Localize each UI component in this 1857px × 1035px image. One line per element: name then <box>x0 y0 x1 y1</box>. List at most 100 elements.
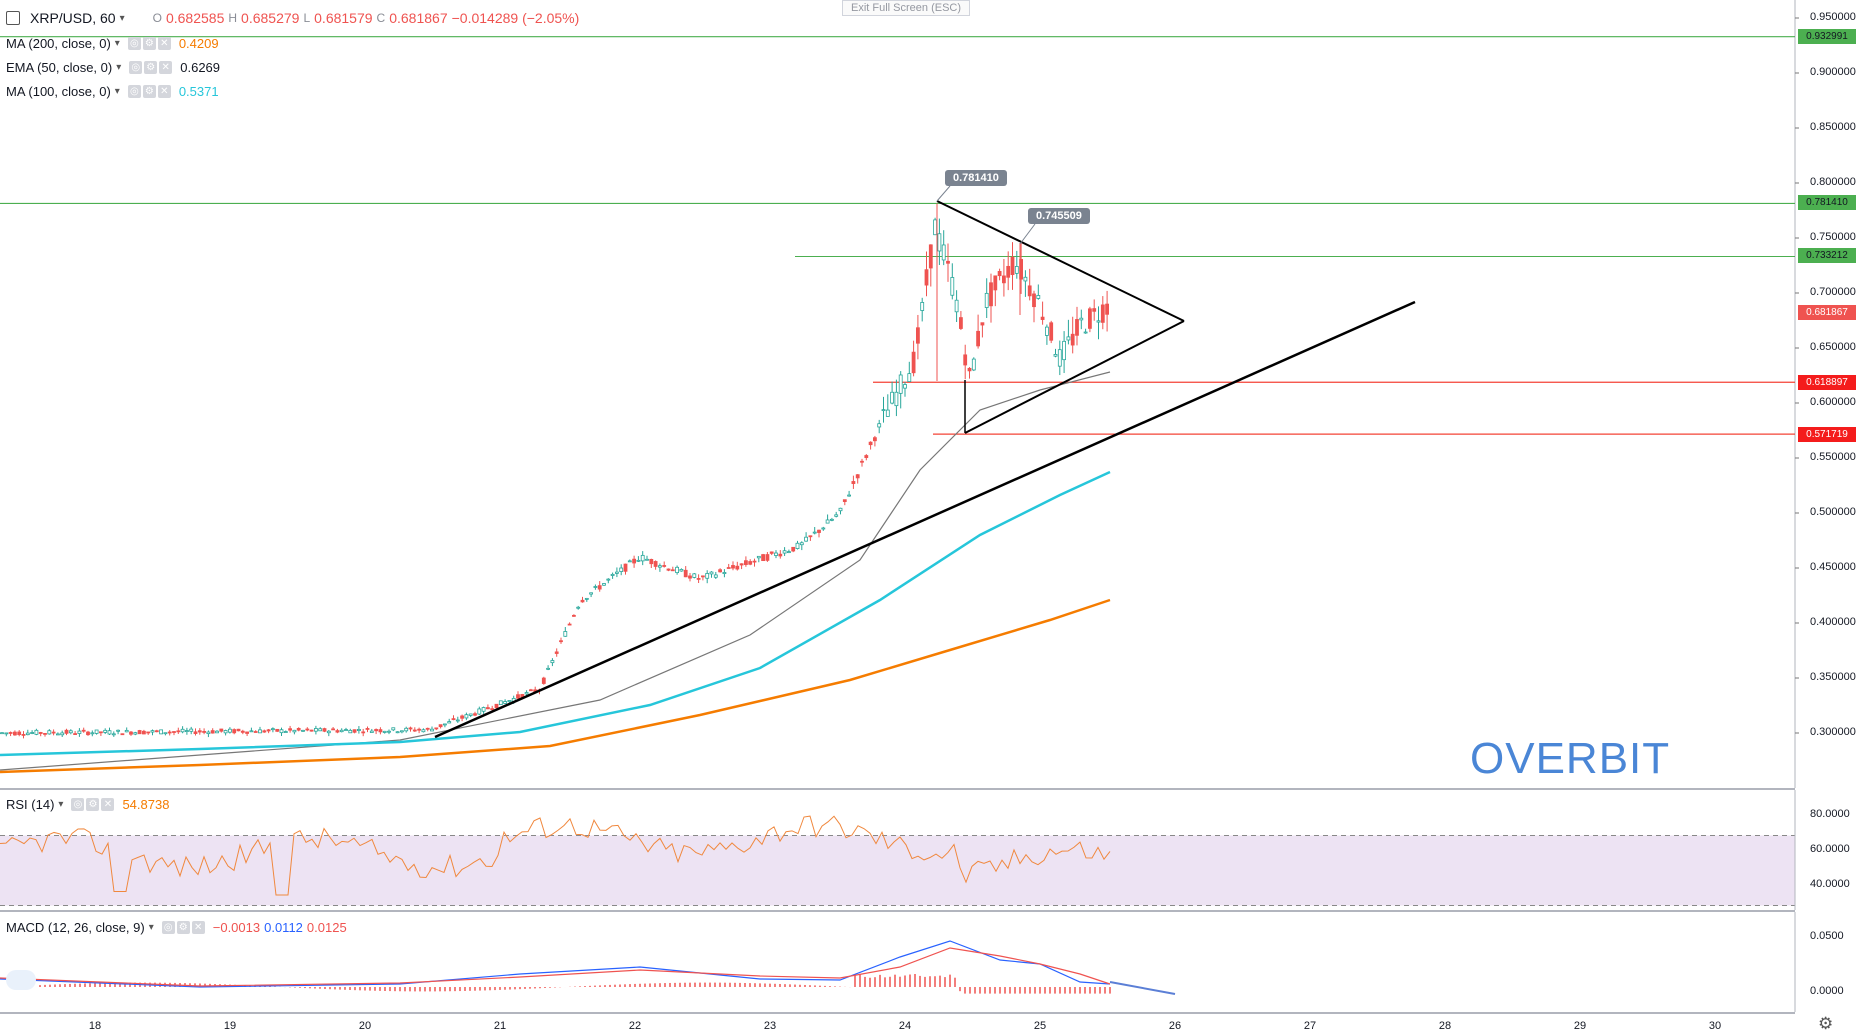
close-icon[interactable]: ✕ <box>159 61 173 74</box>
candle-body <box>240 730 245 733</box>
indicator-buttons[interactable]: ◎ ⚙ ✕ <box>127 85 171 98</box>
candle-body <box>731 565 735 569</box>
chevron-down-icon[interactable]: ▾ <box>116 62 122 73</box>
candle-body <box>718 569 722 573</box>
eye-icon[interactable]: ◎ <box>127 37 141 50</box>
indicator-buttons[interactable]: ◎ ⚙ ✕ <box>129 61 173 74</box>
gear-icon[interactable]: ⚙ <box>142 37 156 50</box>
symbol-name[interactable]: XRP/USD, 60 <box>30 10 116 26</box>
callout-high1[interactable]: 0.781410 <box>945 170 1007 186</box>
indicator-label[interactable]: EMA (50, close, 0) <box>6 60 113 75</box>
candle-body <box>1057 349 1062 367</box>
candle-body <box>726 567 731 569</box>
candle-body <box>1088 308 1092 329</box>
candle-body <box>68 730 73 734</box>
ma200-line <box>0 598 1111 774</box>
candle-body <box>408 727 413 730</box>
trendline-support <box>434 300 1416 739</box>
candle-body <box>111 733 116 736</box>
candle-body <box>133 732 138 735</box>
candle-body <box>434 727 439 730</box>
close-icon[interactable]: ✕ <box>157 37 171 50</box>
candle-body <box>1079 317 1084 321</box>
chevron-down-icon[interactable]: ▾ <box>114 86 120 97</box>
gear-icon[interactable]: ⚙ <box>86 798 100 811</box>
candle-body <box>989 282 993 307</box>
eye-icon[interactable]: ◎ <box>129 61 143 74</box>
settings-gear-icon[interactable]: ⚙ <box>1818 1014 1834 1033</box>
menu-icon[interactable] <box>6 11 20 25</box>
gear-icon[interactable]: ⚙ <box>142 85 156 98</box>
ma100-line <box>0 470 1111 757</box>
candle-body <box>172 731 176 733</box>
indicator-buttons[interactable]: ◎ ⚙ ✕ <box>161 921 205 934</box>
rsi-chart[interactable] <box>0 790 1857 910</box>
candle-body <box>193 731 198 735</box>
candle-body <box>842 499 847 502</box>
candle-body <box>296 728 301 731</box>
candle-body <box>576 606 581 609</box>
candle-body <box>881 409 886 412</box>
price-axis-label: 0.900000 <box>1810 66 1856 78</box>
candle-body <box>305 728 310 731</box>
gear-icon[interactable]: ⚙ <box>144 61 158 74</box>
candle-body <box>232 729 237 734</box>
price-chart[interactable] <box>0 0 1857 788</box>
chevron-down-icon[interactable]: ▾ <box>119 12 125 24</box>
eye-icon[interactable]: ◎ <box>71 798 85 811</box>
macd-histogram <box>39 974 1111 994</box>
macd-signal-value: 0.0125 <box>306 920 347 935</box>
macd-legend[interactable]: MACD (12, 26, close, 9) ▾ ◎ ⚙ ✕ −0.0013 0.… <box>6 920 347 935</box>
ema50-line <box>0 371 1111 771</box>
macd-line-value: 0.0112 <box>264 920 303 935</box>
candle-body <box>227 728 232 733</box>
candle-body <box>696 578 701 580</box>
indicator-buttons[interactable]: ◎ ⚙ ✕ <box>71 798 115 811</box>
indicator-legend-ma200[interactable]: MA (200, close, 0) ▾ ◎ ⚙ ✕ 0.4209 <box>6 36 219 51</box>
candle-body <box>215 730 219 734</box>
macd-label[interactable]: MACD (12, 26, close, 9) <box>6 920 145 935</box>
callout-leader <box>936 185 951 202</box>
rsi-label[interactable]: RSI (14) <box>6 797 55 812</box>
candle-body <box>421 729 426 733</box>
candle-body <box>920 302 925 311</box>
tradingview-logo-icon[interactable] <box>6 970 36 990</box>
candle-body <box>976 330 980 347</box>
price-axis-label: 0.750000 <box>1810 231 1856 243</box>
macd-chart[interactable] <box>0 912 1857 1012</box>
rsi-legend[interactable]: RSI (14) ▾ ◎ ⚙ ✕ 54.8738 <box>6 797 169 812</box>
eye-icon[interactable]: ◎ <box>127 85 141 98</box>
candle-body <box>331 728 336 731</box>
indicator-label[interactable]: MA (100, close, 0) <box>6 84 111 99</box>
close-icon[interactable]: ✕ <box>191 921 205 934</box>
pane-separator[interactable] <box>0 788 1795 790</box>
candle-body <box>90 732 95 735</box>
callout-high2[interactable]: 0.745509 <box>1028 208 1090 224</box>
chevron-down-icon[interactable]: ▾ <box>148 922 154 933</box>
exit-fullscreen-button[interactable]: Exit Full Screen (ESC) <box>842 0 971 16</box>
chevron-down-icon[interactable]: ▾ <box>114 38 120 49</box>
candle-body <box>21 734 26 736</box>
candle-body <box>236 728 241 732</box>
indicator-legend-ma100[interactable]: MA (100, close, 0) ▾ ◎ ⚙ ✕ 0.5371 <box>6 84 219 99</box>
close-icon[interactable]: ✕ <box>157 85 171 98</box>
candle-body <box>159 729 164 735</box>
rsi-pane[interactable]: RSI (14) ▾ ◎ ⚙ ✕ 54.8738 80.0000 60.0000 4… <box>0 790 1857 910</box>
indicator-buttons[interactable]: ◎ ⚙ ✕ <box>127 37 171 50</box>
chevron-down-icon[interactable]: ▾ <box>58 799 64 810</box>
indicator-label[interactable]: MA (200, close, 0) <box>6 36 111 51</box>
close-icon[interactable]: ✕ <box>101 798 115 811</box>
macd-hist-value: −0.0013 <box>212 920 261 935</box>
eye-icon[interactable]: ◎ <box>161 921 175 934</box>
candle-body <box>937 233 942 252</box>
pane-separator[interactable] <box>0 910 1795 912</box>
macd-pane[interactable]: MACD (12, 26, close, 9) ▾ ◎ ⚙ ✕ −0.0013 0.… <box>0 912 1857 1012</box>
time-axis-label: 27 <box>1303 1020 1317 1032</box>
gear-icon[interactable]: ⚙ <box>176 921 190 934</box>
candle-body <box>60 732 65 736</box>
main-chart-pane[interactable]: Exit Full Screen (ESC) XRP/USD, 60 ▾ O 0.… <box>0 0 1857 788</box>
candle-body <box>812 531 817 534</box>
indicator-legend-ema50[interactable]: EMA (50, close, 0) ▾ ◎ ⚙ ✕ 0.6269 <box>6 60 220 75</box>
time-axis-label: 30 <box>1708 1020 1722 1032</box>
candle-body <box>124 729 129 733</box>
